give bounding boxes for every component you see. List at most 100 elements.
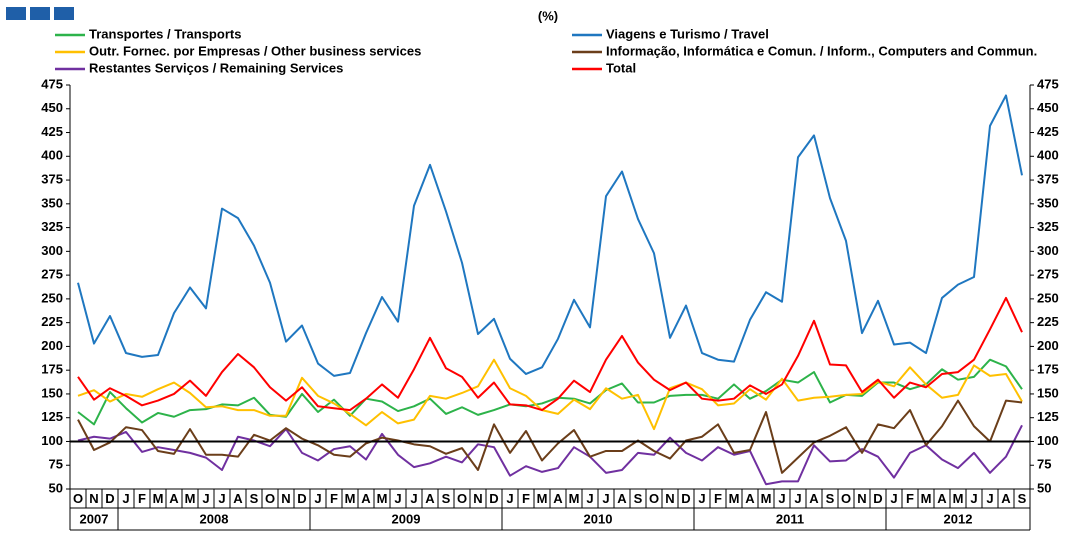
y2-tick-label: 475 [1037,76,1059,91]
y2-tick-label: 75 [1037,457,1051,472]
series-line [77,358,1023,431]
y2-tick-label: 275 [1037,267,1059,282]
y2-tick-label: 225 [1037,314,1059,329]
x-tick-label: M [537,491,548,506]
x-tick-label: S [1018,491,1027,506]
y-tick-label: 475 [41,76,63,91]
y-tick-label: 50 [49,480,63,495]
logo-block [30,7,50,20]
x-tick-label: J [218,491,225,506]
legend-label: Transportes / Transports [89,26,241,41]
y-tick-label: 100 [41,433,63,448]
y2-tick-label: 125 [1037,409,1059,424]
x-tick-label: O [73,491,83,506]
y2-tick-label: 150 [1037,385,1059,400]
x-tick-label: M [953,491,964,506]
y-tick-label: 325 [41,219,63,234]
x-tick-label: J [778,491,785,506]
y-tick-label: 425 [41,124,63,139]
y-tick-label: 175 [41,362,63,377]
x-tick-label: M [377,491,388,506]
logo-block [54,7,74,20]
year-label: 2012 [944,511,973,526]
x-tick-label: M [569,491,580,506]
x-tick-label: N [857,491,866,506]
year-label: 2008 [200,511,229,526]
x-tick-label: J [602,491,609,506]
x-tick-label: A [745,491,755,506]
x-tick-label: A [809,491,819,506]
x-tick-label: N [281,491,290,506]
x-tick-label: F [138,491,146,506]
y-tick-label: 75 [49,457,63,472]
x-tick-label: J [970,491,977,506]
y2-tick-label: 250 [1037,290,1059,305]
y2-tick-label: 350 [1037,195,1059,210]
y-tick-label: 300 [41,243,63,258]
y2-tick-label: 175 [1037,362,1059,377]
x-tick-label: M [153,491,164,506]
x-tick-label: M [345,491,356,506]
x-tick-label: N [665,491,674,506]
x-tick-label: J [794,491,801,506]
x-tick-label: J [314,491,321,506]
x-tick-label: A [425,491,435,506]
x-tick-label: S [250,491,259,506]
x-tick-label: A [617,491,627,506]
x-tick-label: D [489,491,498,506]
x-tick-label: J [202,491,209,506]
x-tick-label: O [841,491,851,506]
x-tick-label: J [506,491,513,506]
legend-label: Total [606,60,636,75]
y2-tick-label: 50 [1037,480,1051,495]
x-tick-label: D [105,491,114,506]
x-tick-label: N [89,491,98,506]
x-tick-label: J [394,491,401,506]
x-tick-label: S [634,491,643,506]
x-tick-label: O [265,491,275,506]
x-tick-label: F [906,491,914,506]
x-tick-label: J [410,491,417,506]
y2-tick-label: 425 [1037,124,1059,139]
legend-label: Restantes Serviços / Remaining Services [89,60,343,75]
x-tick-label: J [890,491,897,506]
series-line [77,358,1023,426]
x-tick-label: O [457,491,467,506]
x-tick-label: M [185,491,196,506]
y2-tick-label: 450 [1037,100,1059,115]
y-tick-label: 250 [41,290,63,305]
y-tick-label: 375 [41,171,63,186]
legend-label: Outr. Fornec. por Empresas / Other busin… [89,43,421,58]
year-label: 2009 [392,511,421,526]
y2-tick-label: 325 [1037,219,1059,234]
series-line [77,296,1023,412]
y2-tick-label: 300 [1037,243,1059,258]
x-tick-label: F [330,491,338,506]
x-tick-label: A [361,491,371,506]
x-tick-label: A [553,491,563,506]
x-tick-label: M [761,491,772,506]
x-tick-label: S [442,491,451,506]
y-tick-label: 225 [41,314,63,329]
x-tick-label: J [698,491,705,506]
y-tick-label: 200 [41,338,63,353]
series-line [77,399,1023,474]
year-label: 2011 [776,511,804,526]
x-tick-label: N [473,491,482,506]
series-line [77,94,1023,377]
x-tick-label: M [921,491,932,506]
x-tick-label: M [729,491,740,506]
y2-tick-label: 400 [1037,148,1059,163]
logo-block [6,7,26,20]
legend-label: Viagens e Turismo / Travel [606,26,769,41]
x-tick-label: F [714,491,722,506]
y2-tick-label: 100 [1037,433,1059,448]
x-tick-label: D [681,491,690,506]
chart-title: (%) [538,8,558,23]
legend-label: Informação, Informática e Comun. / Infor… [606,43,1037,58]
x-tick-label: A [1001,491,1011,506]
y-tick-label: 125 [41,409,63,424]
x-tick-label: A [169,491,179,506]
y-tick-label: 450 [41,100,63,115]
